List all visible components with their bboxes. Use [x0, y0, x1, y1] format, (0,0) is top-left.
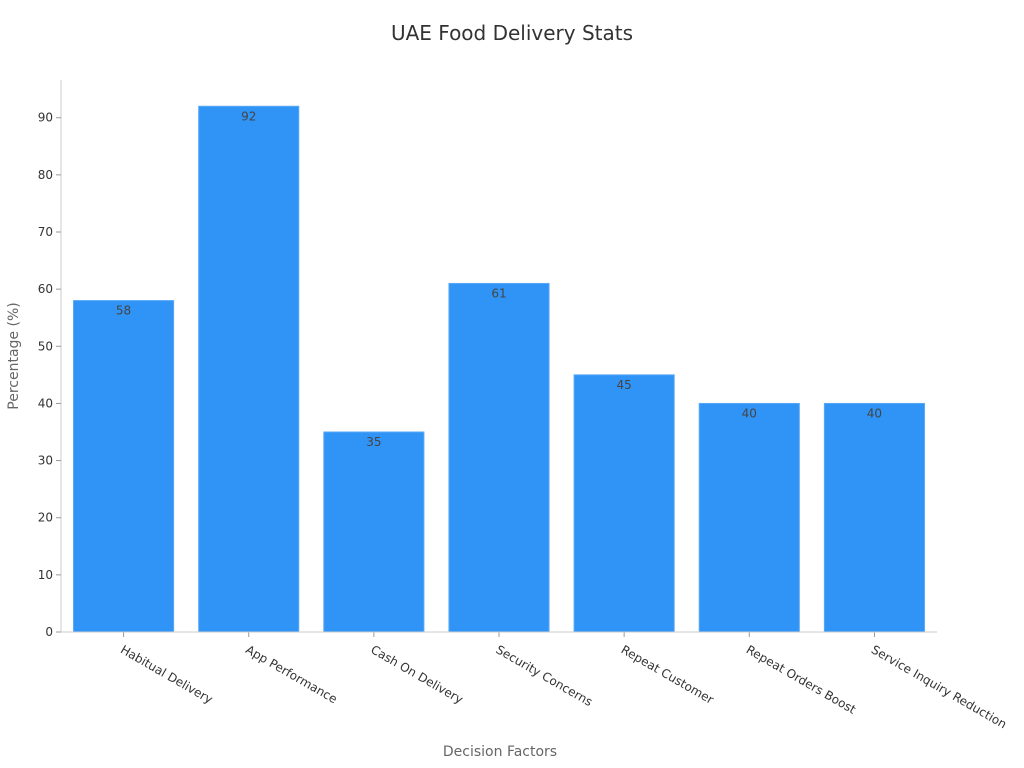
y-tick-label-1: 10: [38, 568, 53, 582]
bar-6: [823, 402, 925, 633]
y-tick-label-4: 40: [38, 396, 53, 410]
bars-layer: [73, 105, 925, 633]
bar-2: [323, 431, 425, 633]
axes-layer: [56, 80, 937, 637]
y-tick-label-9: 90: [38, 111, 53, 125]
bar-0: [73, 300, 175, 633]
x-axis-label: Decision Factors: [443, 744, 557, 760]
chart-title: UAE Food Delivery Stats: [391, 21, 633, 45]
x-tick-label-0: Habitual Delivery: [118, 642, 215, 706]
y-tick-label-5: 50: [38, 339, 53, 353]
data-label-6: 40: [867, 406, 882, 420]
x-tick-label-6: Service Inquiry Reduction: [869, 642, 1009, 731]
bar-4: [573, 374, 675, 633]
x-tick-label-1: App Performance: [243, 642, 339, 706]
data-label-2: 35: [366, 435, 381, 449]
data-label-0: 58: [116, 304, 131, 318]
y-tick-label-0: 0: [45, 625, 53, 639]
y-tick-label-2: 20: [38, 511, 53, 525]
data-label-4: 45: [617, 378, 632, 392]
y-tick-label-3: 30: [38, 454, 53, 468]
x-tick-label-3: Security Concerns: [494, 642, 595, 709]
x-tick-label-2: Cash On Delivery: [368, 642, 465, 706]
y-tick-label-6: 60: [38, 282, 53, 296]
y-tick-label-7: 70: [38, 225, 53, 239]
data-label-5: 40: [742, 406, 757, 420]
y-axis-label: Percentage (%): [6, 302, 22, 409]
x-tick-label-5: Repeat Orders Boost: [744, 642, 859, 716]
bar-5: [698, 402, 800, 633]
bar-3: [448, 282, 550, 633]
bar-1: [198, 105, 300, 633]
data-label-3: 61: [491, 286, 506, 300]
data-label-1: 92: [241, 109, 256, 123]
y-tick-label-8: 80: [38, 168, 53, 182]
x-tick-label-4: Repeat Customer: [619, 642, 716, 706]
